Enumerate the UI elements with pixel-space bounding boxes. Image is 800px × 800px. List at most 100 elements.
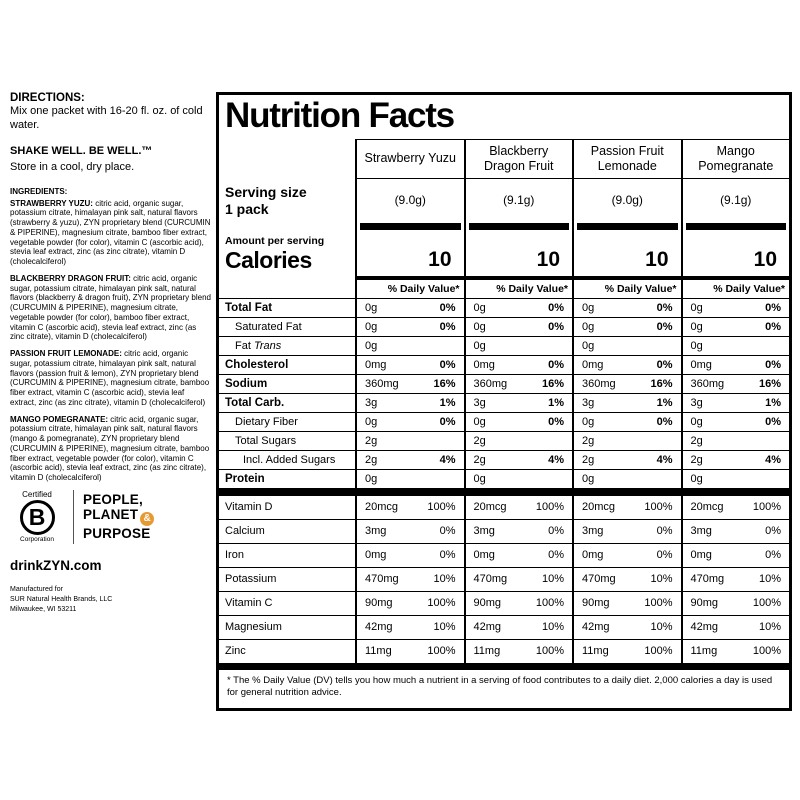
nutrient-daily-value: 100% bbox=[644, 645, 673, 657]
nutrient-label: Vitamin C bbox=[219, 590, 355, 615]
nutrient-amount: 0g bbox=[473, 339, 486, 352]
nutrient-value-cell: 0mg 0% bbox=[355, 542, 464, 567]
nutrient-row: Protein 0g 0g 0g 0g bbox=[219, 468, 789, 488]
nutrient-daily-value: 100% bbox=[427, 597, 456, 609]
serving-size-label: Serving size 1 pack bbox=[219, 179, 355, 221]
divider-bar bbox=[360, 222, 461, 230]
nutrient-value-cell: 0mg 0% bbox=[463, 354, 572, 374]
nutrient-amount: 0mg bbox=[582, 358, 604, 371]
website-url: drinkZYN.com bbox=[10, 557, 102, 573]
directions-body: Mix one packet with 16-20 fl. oz. of col… bbox=[10, 105, 203, 131]
empty-cell bbox=[219, 276, 355, 298]
nutrient-daily-value: 0% bbox=[656, 549, 673, 561]
nutrient-amount: 0g bbox=[690, 472, 703, 485]
manufacturer-block: Manufactured for SUR Natural Health Bran… bbox=[10, 585, 212, 615]
nutrient-row: Vitamin D 20mcg 100% 20mcg 100% 20mcg 100% 20mc… bbox=[219, 494, 789, 519]
ingredient-list: citric acid, organic sugar, potassium ci… bbox=[10, 198, 211, 267]
nutrient-daily-value: 100% bbox=[427, 501, 456, 513]
daily-value-footnote: * The % Daily Value (DV) tells you how m… bbox=[227, 674, 773, 699]
tagline-planet: PLANET bbox=[83, 507, 139, 523]
nutrient-amount: 0g bbox=[582, 320, 595, 333]
nutrient-value-cell: 0g bbox=[680, 468, 789, 488]
nutrient-amount: 90mg bbox=[582, 597, 610, 609]
bcorp-logo: Certified B Corporation bbox=[10, 490, 64, 543]
nutrition-facts-title: Nutrition Facts bbox=[225, 96, 455, 135]
nutrient-value-cell: 0g 0% bbox=[572, 297, 681, 317]
nutrient-amount: 0g bbox=[365, 301, 378, 314]
vitamin-mineral-rows: Vitamin D 20mcg 100% 20mcg 100% 20mcg 100% 20mc… bbox=[219, 494, 789, 663]
bar-cell bbox=[680, 220, 790, 233]
nutrient-amount: 0mg bbox=[365, 358, 387, 371]
nutrient-amount: 20mcg bbox=[690, 501, 724, 513]
nutrient-amount: 0g bbox=[582, 415, 595, 428]
nutrient-value-cell: 42mg 10% bbox=[680, 614, 789, 639]
nutrient-label: Calcium bbox=[219, 518, 355, 543]
vertical-divider bbox=[73, 489, 74, 544]
serving-size-value: (9.0g) bbox=[572, 178, 681, 221]
nutrient-value-cell: 360mg 16% bbox=[680, 373, 789, 393]
nutrient-amount: 470mg bbox=[365, 573, 399, 585]
nutrient-amount: 90mg bbox=[690, 597, 719, 609]
nutrient-amount: 0g bbox=[582, 472, 595, 485]
nutrient-amount: 42mg bbox=[473, 621, 502, 633]
serving-size-text: Serving size bbox=[225, 183, 307, 200]
nutrient-amount: 20mcg bbox=[473, 501, 507, 513]
shake-well-line: SHAKE WELL. BE WELL.™ bbox=[10, 144, 153, 157]
nutrient-daily-value: 10% bbox=[758, 573, 781, 585]
nutrient-value-cell: 0g 0% bbox=[680, 316, 789, 336]
nutrient-value-cell: 0g 0% bbox=[463, 411, 572, 431]
nutrient-daily-value: 0% bbox=[765, 415, 781, 428]
flavor-header-passion-fruit-lemonade: Passion Fruit Lemonade bbox=[572, 139, 681, 179]
nutrient-amount: 0g bbox=[690, 320, 703, 333]
nutrient-value-cell: 0mg 0% bbox=[572, 542, 681, 567]
nutrient-daily-value: 0% bbox=[548, 358, 564, 371]
manufactured-for-line: Manufactured for bbox=[10, 585, 63, 593]
empty-cell bbox=[219, 221, 355, 233]
nutrient-amount: 2g bbox=[365, 453, 378, 466]
nutrient-daily-value: 0% bbox=[439, 301, 456, 314]
nutrient-label: Incl. Added Sugars bbox=[219, 449, 355, 469]
tagline-line-2: PLANET & bbox=[83, 507, 155, 527]
ingredients-title: INGREDIENTS: bbox=[10, 186, 68, 196]
serving-size-value: (9.1g) bbox=[680, 178, 790, 221]
nutrient-amount: 2g bbox=[473, 453, 486, 466]
nutrient-amount: 3g bbox=[582, 396, 595, 409]
nutrient-amount: 0g bbox=[473, 415, 486, 428]
nutrient-value-cell: 0g bbox=[355, 468, 464, 488]
nutrient-amount: 2g bbox=[365, 434, 378, 447]
nutrient-amount: 360mg bbox=[365, 377, 399, 390]
divider-bar bbox=[685, 222, 786, 230]
nutrient-amount: 0g bbox=[473, 320, 486, 333]
corner-cell bbox=[219, 139, 355, 179]
nutrient-amount: 3mg bbox=[473, 525, 495, 537]
nutrient-daily-value: 0% bbox=[656, 358, 673, 371]
nutrient-value-cell: 0g 0% bbox=[355, 411, 464, 431]
nutrient-daily-value: 0% bbox=[548, 301, 564, 314]
divider-bar bbox=[577, 222, 678, 230]
nutrient-amount: 11mg bbox=[365, 645, 392, 657]
nutrient-label: Sodium bbox=[219, 373, 355, 393]
nutrient-value-cell: 0g bbox=[463, 335, 572, 355]
flavor-header-blackberry-dragon-fruit: Blackberry Dragon Fruit bbox=[463, 139, 572, 179]
nutrient-amount: 2g bbox=[473, 434, 486, 447]
nutrient-row: Calcium 3mg 0% 3mg 0% 3mg 0% 3mg 0% bbox=[219, 518, 789, 543]
nutrient-daily-value: 0% bbox=[548, 549, 564, 561]
serving-size-value: (9.0g) bbox=[355, 178, 464, 221]
nutrient-value-cell: 0g 0% bbox=[355, 316, 464, 336]
nutrient-value-cell: 2g 4% bbox=[463, 449, 572, 469]
nutrient-row: Total Carb. 3g 1% 3g 1% 3g 1% 3g 1% bbox=[219, 392, 789, 412]
nutrient-value-cell: 360mg 16% bbox=[355, 373, 464, 393]
flavor-header-row: Strawberry Yuzu Blackberry Dragon Fruit … bbox=[219, 139, 789, 179]
nutrient-value-cell: 20mcg 100% bbox=[572, 494, 681, 519]
nutrient-daily-value: 0% bbox=[439, 320, 456, 333]
nutrient-value-cell: 11mg 100% bbox=[355, 638, 464, 663]
nutrient-row: Total Fat 0g 0% 0g 0% 0g 0% 0g 0% bbox=[219, 297, 789, 317]
section-divider-bar bbox=[219, 487, 789, 495]
nutrient-value-cell: 42mg 10% bbox=[572, 614, 681, 639]
nutrient-value-cell: 11mg 100% bbox=[463, 638, 572, 663]
serving-divider-row bbox=[219, 220, 790, 233]
nutrient-value-cell: 2g bbox=[680, 430, 789, 450]
nutrient-value-cell: 0mg 0% bbox=[680, 542, 789, 567]
nutrient-value-cell: 3g 1% bbox=[680, 392, 789, 412]
calories-label: Calories bbox=[225, 246, 312, 273]
